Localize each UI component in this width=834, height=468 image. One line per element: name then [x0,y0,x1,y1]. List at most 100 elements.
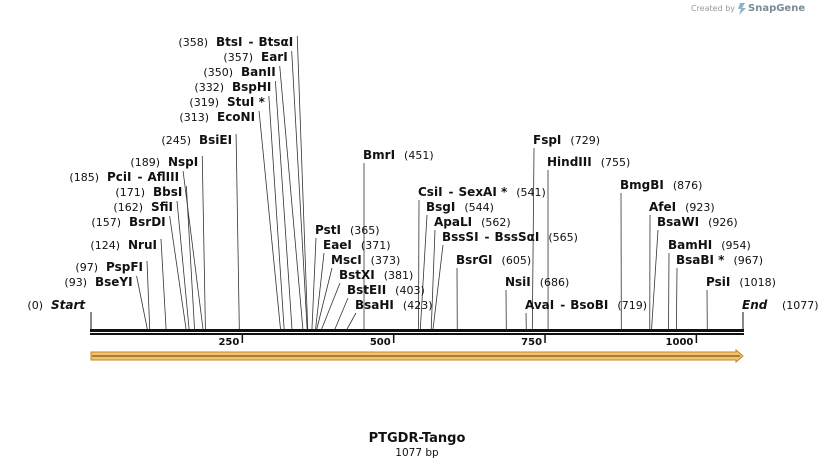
site-leader-bseyi [136,275,148,330]
site-position-eaei: (371) [361,239,391,252]
site-banii: BanII (350) [203,65,275,79]
site-name-fspi: FspI [533,133,561,147]
site-position-nrui: (124) [90,239,120,252]
site-position-bsrgi: (605) [502,254,532,267]
site-position-banii: (350) [203,66,233,79]
site-name-bsahi: BsaHI [355,298,394,312]
site-position-bstxi: (381) [384,269,414,282]
site-bsgi: BsgI (544) [426,200,494,214]
site-bsssi: BssSI - BssSαI (565) [442,230,578,244]
end-position-label: (1077) [782,299,819,312]
site-leader-psti [311,237,317,330]
site-position-bsphi: (332) [194,81,224,94]
site-dash-bsssi: - [485,230,490,244]
site-leader-pspfi [146,260,151,330]
site-leader-bsrdi [169,215,187,330]
site-name-nspi: NspI [168,155,198,169]
site-name-btsi: BtsI [216,35,243,49]
site-afei: AfeI (923) [649,200,715,214]
site-name-bseyi: BseYI [95,275,133,289]
site-position-hindiii: (755) [601,156,631,169]
site-position-bsrdi: (157) [91,216,121,229]
site-name-bsabi: BsaBI * [676,253,725,267]
site-pair-name-btsi: BtsαI [259,35,294,49]
site-name-apali: ApaLI [434,215,472,229]
site-leader-bsgi [419,214,428,330]
site-name-eaei: EaeI [323,238,352,252]
site-dash-pcii: - [138,170,143,184]
site-labels: BtsI - BtsαI(358)EarI (357)BanII(350)BspHI(… [64,35,775,312]
site-leader-btsi [296,35,309,330]
site-dash-csii: - [449,185,454,199]
site-bstxi: BstXI (381) [339,268,413,282]
site-position-eari: (357) [223,51,253,64]
site-position-afei: (923) [685,201,715,214]
end-label: End [742,298,768,312]
site-position-bmri: (451) [404,149,434,162]
site-nspi: NspI (189) [130,155,198,169]
site-leader-stui [268,95,285,330]
site-name-bstxi: BstXI [339,268,375,282]
site-leader-eari [291,50,308,330]
site-bsrdi: BsrDI (157) [91,215,165,229]
site-btsi: BtsI - BtsαI (358) [178,35,293,49]
site-dash-btsi: - [249,35,254,49]
site-leader-eaei [315,252,325,330]
site-name-csii: CsiI [418,185,443,199]
site-name-afei: AfeI [649,200,676,214]
start-label: Start [51,298,86,312]
ruler-tick-label-500: 500 [370,337,391,348]
site-apali: ApaLI (562) [434,215,511,229]
site-pair-name-bsssi: BssSαI [495,230,540,244]
site-name-bmri: BmrI [363,148,395,162]
site-pspfi: PspFI (97) [75,260,143,274]
site-bsabi: BsaBI * (967) [676,253,763,267]
site-bsphi: BspHI (332) [194,80,271,94]
site-eari: EarI (357) [223,50,287,64]
site-nsii: NsiI (686) [505,275,569,289]
site-name-bsteii: BstEII [347,283,386,297]
site-bsawi: BsaWI (926) [657,215,738,229]
snapgene-logo-icon [738,3,746,15]
site-position-pcii: (185) [69,171,99,184]
site-pair-name-pcii: AflIII [148,170,180,184]
site-position-bmgbi: (876) [673,179,703,192]
created-by-text: Created by [691,4,735,13]
site-name-bsssi: BssSI [442,230,479,244]
site-name-stui: StuI * [227,95,266,109]
dna-backbone [90,329,744,335]
site-name-eari: EarI [261,50,288,64]
site-bsrgi: BsrGI (605) [456,253,531,267]
site-leader-bsphi [274,80,293,330]
site-bsiei: BsiEI (245) [161,133,232,147]
site-econi: EcoNI (313) [179,110,255,124]
site-name-avai: AvaI [525,298,554,312]
site-name-econi: EcoNI [217,110,255,124]
site-bmgbi: BmgBI (876) [620,178,702,192]
site-name-nsii: NsiI [505,275,531,289]
site-leader-econi [258,110,281,330]
site-pcii: PciI - AflIII (185) [69,170,179,184]
site-avai: AvaI - BsoBI (719) [525,298,647,312]
site-leader-sfii [176,200,190,330]
site-name-bbsi: BbsI [153,185,182,199]
site-name-bsrgi: BsrGI [456,253,493,267]
site-position-nspi: (189) [130,156,160,169]
site-position-apali: (562) [481,216,511,229]
snapgene-brand: SnapGene [748,3,805,14]
site-bmri: BmrI (451) [363,148,434,162]
site-position-sfii: (162) [113,201,143,214]
site-bamhi: BamHI (954) [668,238,751,252]
site-position-econi: (313) [179,111,209,124]
site-bseyi: BseYI (93) [64,275,132,289]
site-fspi: FspI (729) [533,133,600,147]
site-sfii: SfiI (162) [113,200,173,214]
site-leader-nrui [160,238,167,330]
site-position-stui: (319) [189,96,219,109]
site-leader-fspi [531,147,535,330]
site-leader-bsssi [432,244,444,330]
site-leader-bsawi [651,229,659,330]
site-leader-banii [279,65,304,330]
site-name-bsgi: BsgI [426,200,455,214]
